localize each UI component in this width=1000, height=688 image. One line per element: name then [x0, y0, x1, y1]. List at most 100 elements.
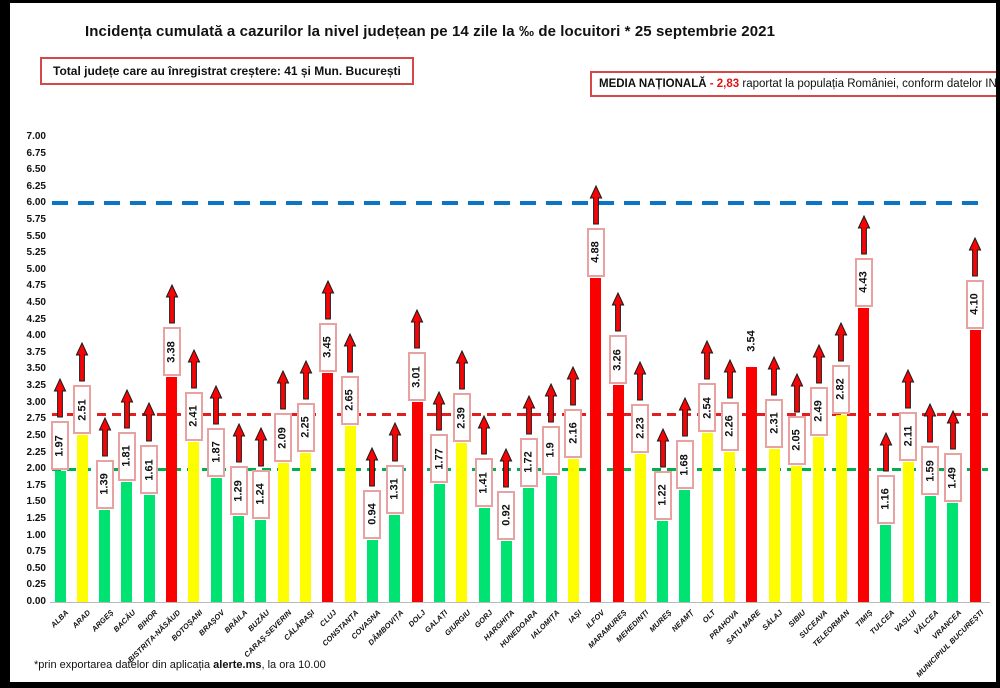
bar-value-label: 2.11: [899, 411, 918, 461]
y-axis-tick: 2.25: [26, 446, 46, 458]
increase-arrow-icon: [790, 372, 804, 413]
bar-value-label: 2.26: [720, 401, 739, 451]
y-axis-tick: 4.50: [26, 297, 46, 309]
bar: [768, 448, 780, 602]
bar: [634, 453, 646, 602]
bar-value-label: 2.23: [631, 403, 650, 453]
bar: [344, 425, 356, 602]
bar-value-label: 2.41: [184, 391, 203, 441]
bar-value-label: 1.87: [207, 427, 226, 477]
y-axis-tick: 2.75: [26, 413, 46, 425]
bar-value-label: 2.54: [698, 383, 717, 433]
bar: [255, 519, 267, 602]
bar: [389, 514, 401, 602]
bar-value-label: 3.26: [609, 335, 627, 385]
bar-value-label: 1.41: [475, 458, 494, 508]
bar: [657, 520, 669, 602]
increase-arrow-icon: [299, 359, 313, 400]
increase-arrow-icon: [678, 397, 692, 437]
chart-title: Incidența cumulată a cazurilor la nivel …: [85, 23, 776, 40]
bar-value-label: 1.29: [229, 466, 248, 516]
increase-arrow-icon: [209, 384, 223, 425]
y-axis-tick: 4.75: [26, 280, 46, 292]
bar-value-label: 1.61: [140, 445, 159, 495]
bar-value-label: 2.49: [809, 386, 828, 436]
y-axis-tick: 0.25: [26, 579, 46, 591]
y-axis-tick: 0.00: [26, 596, 46, 607]
increase-arrow-icon: [499, 447, 513, 488]
bar-value-label: 1.59: [921, 446, 940, 496]
y-axis-tick: 3.25: [26, 380, 46, 392]
footnote-suffix: , la ora 10.00: [261, 659, 326, 671]
national-average-box: MEDIA NAȚIONALĂ - 2,83 raportat la popul…: [590, 71, 996, 97]
bar-value-label: 1.9: [542, 425, 561, 475]
bar: [969, 329, 981, 602]
national-average-label: MEDIA NAȚIONALĂ: [599, 78, 707, 90]
bar-value-label: 1.68: [675, 440, 694, 490]
bar: [746, 366, 758, 602]
y-axis-tick: 2.00: [26, 463, 46, 475]
bar: [523, 487, 535, 602]
bar-chart: 7.00 6.75 6.50 6.25 6.00 5.75 5.50 5.25 5.00 4.75…: [10, 3, 996, 682]
bar-value-label: 2.09: [274, 413, 293, 463]
increase-arrow-icon: [566, 365, 580, 406]
bar: [545, 475, 557, 602]
increase-arrow-icon: [388, 421, 402, 462]
bar-value-label: 3.01: [408, 352, 427, 402]
y-axis-tick: 5.75: [26, 214, 46, 226]
y-axis-tick: 6.00: [26, 197, 46, 209]
growth-summary-box: Total județe care au înregistrat creșter…: [40, 57, 414, 85]
bar-value-label: 2.31: [765, 398, 784, 448]
bar: [724, 451, 736, 602]
bar-value-label: 4.88: [586, 227, 605, 277]
increase-arrow-icon: [142, 401, 156, 442]
y-axis-tick: 7.00: [26, 130, 46, 142]
bar: [500, 540, 512, 602]
bar: [411, 402, 423, 602]
increase-arrow-icon: [879, 431, 893, 472]
increase-arrow-icon: [53, 377, 67, 418]
bar-value-label: 3.54: [745, 330, 758, 352]
bar: [166, 377, 178, 602]
bar: [456, 443, 468, 602]
footnote: *prin exportarea datelor din aplicația a…: [34, 659, 326, 671]
increase-arrow-icon: [187, 348, 201, 389]
bar-value-label: 3.38: [162, 327, 181, 377]
increase-arrow-icon: [365, 446, 379, 487]
bar: [233, 516, 245, 602]
y-axis-tick: 6.25: [26, 180, 46, 192]
bar: [54, 471, 66, 602]
bar: [143, 495, 155, 602]
y-axis-tick: 5.50: [26, 230, 46, 242]
bar: [590, 277, 602, 602]
bar: [99, 509, 111, 602]
bar: [277, 463, 289, 602]
bar-value-label: 1.97: [51, 421, 69, 471]
bar: [612, 385, 624, 602]
increase-arrow-icon: [857, 214, 871, 255]
increase-arrow-icon: [656, 427, 670, 468]
bar-value-label: 2.65: [341, 375, 360, 425]
upper-threshold-line: [52, 201, 988, 206]
bar: [121, 481, 133, 602]
bar-value-label: 1.77: [430, 434, 449, 484]
increase-arrow-icon: [968, 236, 982, 277]
y-axis-tick: 5.00: [26, 263, 46, 275]
increase-arrow-icon: [544, 382, 558, 423]
increase-arrow-icon: [321, 279, 335, 320]
y-axis-tick: 6.50: [26, 164, 46, 176]
bar: [813, 436, 825, 602]
bar: [701, 433, 713, 602]
bar: [210, 477, 222, 602]
increase-arrow-icon: [923, 403, 937, 443]
increase-arrow-icon: [477, 415, 491, 455]
bar-value-label: 1.31: [385, 464, 404, 514]
y-axis-tick: 0.50: [26, 562, 46, 574]
bar: [924, 496, 936, 602]
bar-value-label: 1.72: [519, 437, 538, 487]
bar-value-label: 1.22: [653, 470, 672, 520]
y-axis-tick: 1.75: [26, 479, 46, 491]
footnote-prefix: *prin exportarea datelor din aplicația: [34, 659, 214, 671]
increase-arrow-icon: [812, 343, 826, 384]
